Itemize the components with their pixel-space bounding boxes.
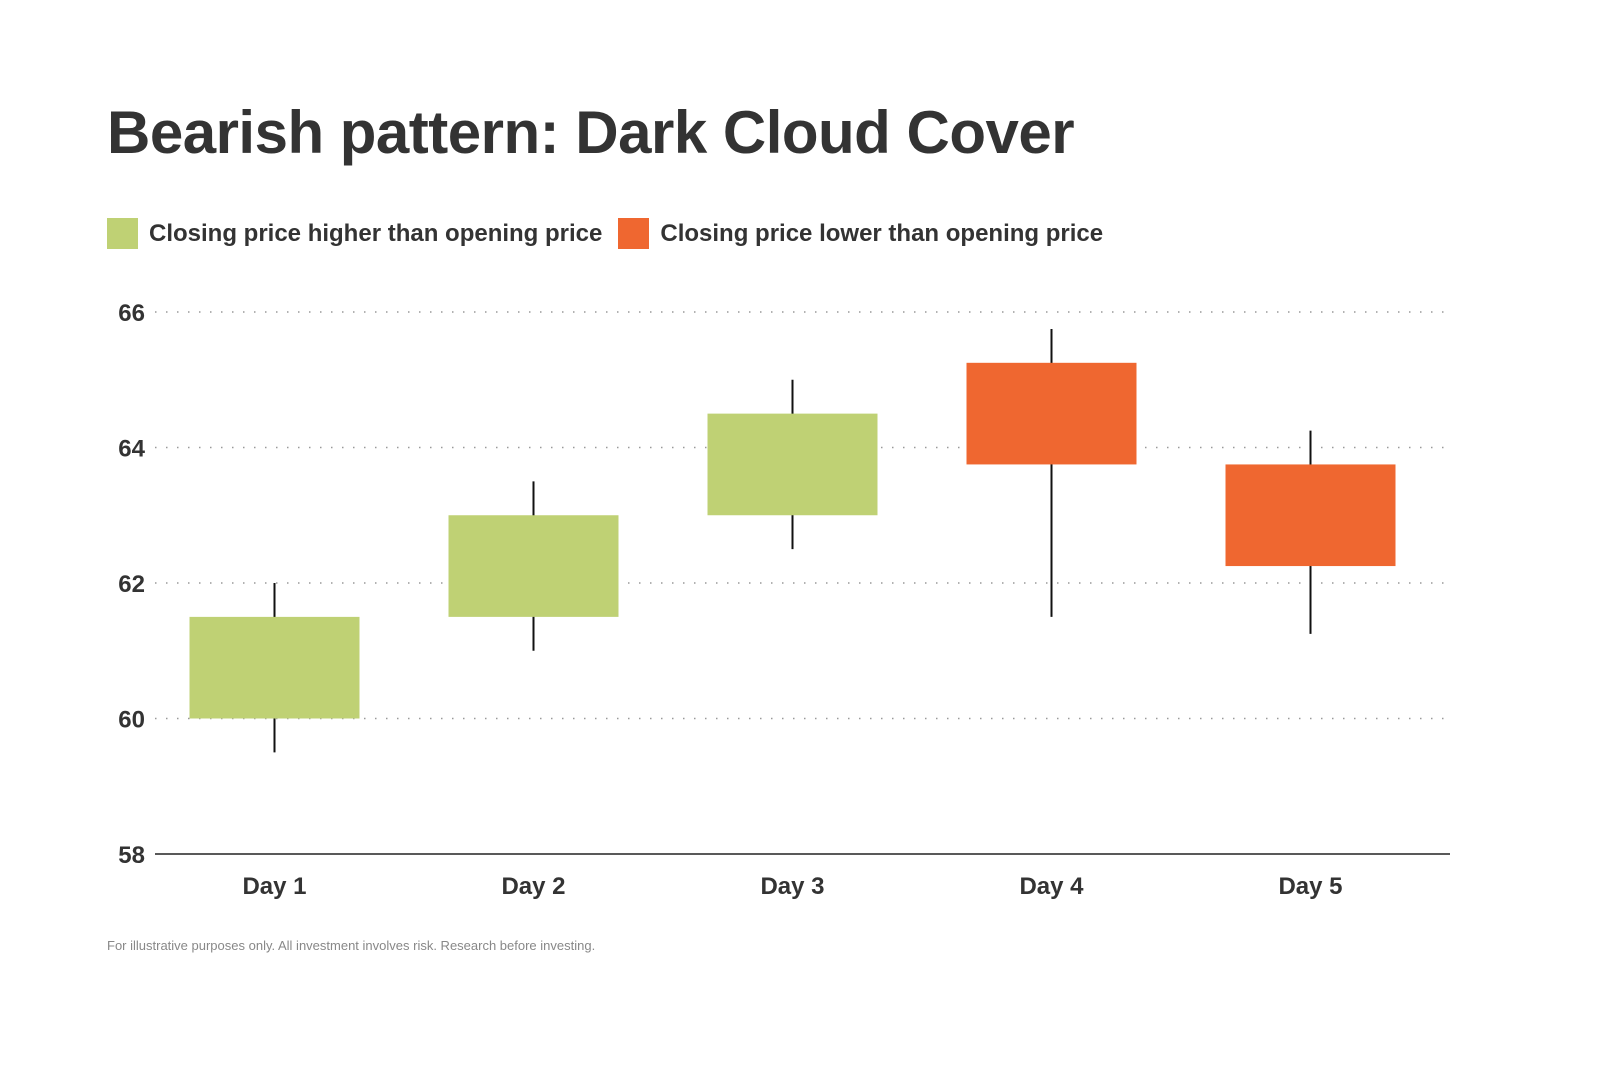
x-tick-label: Day 1 [242,873,306,900]
y-tick-label: 58 [118,842,145,869]
x-tick-label: Day 4 [1019,873,1084,900]
legend-label-up: Closing price higher than opening price [149,219,603,247]
x-tick-label: Day 2 [501,873,565,900]
disclaimer: For illustrative purposes only. All inve… [107,938,596,953]
candle-body [1225,464,1396,567]
y-tick-label: 66 [118,300,145,327]
y-tick-label: 64 [118,436,145,463]
legend: Closing price higher than opening price … [107,218,1119,249]
legend-item-down: Closing price lower than opening price [618,218,1103,249]
chart-title: Bearish pattern: Dark Cloud Cover [107,99,1075,166]
legend-swatch-up [107,218,138,249]
legend-swatch-down [618,218,650,249]
candle-body [707,413,878,516]
x-tick-label: Day 5 [1278,873,1342,900]
candle-body [189,616,360,719]
y-tick-label: 60 [118,707,145,734]
legend-label-down: Closing price lower than opening price [660,219,1104,247]
y-tick-label: 62 [118,571,145,598]
candle-body [966,362,1137,465]
legend-item-up: Closing price higher than opening price [107,218,602,249]
candle-body [448,515,619,617]
x-tick-label: Day 3 [760,873,824,900]
